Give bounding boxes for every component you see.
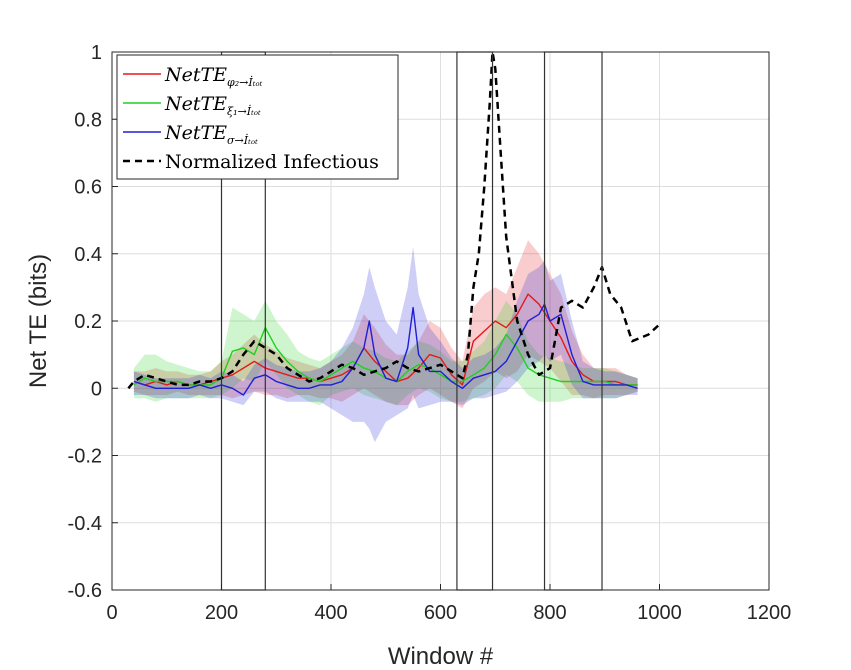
x-tick-label: 1000 bbox=[637, 602, 682, 624]
y-tick-label: 1 bbox=[91, 42, 102, 64]
y-tick-label: -0.2 bbox=[68, 446, 102, 468]
y-tick-label: 0.4 bbox=[74, 244, 102, 266]
y-tick-label: 0.2 bbox=[74, 311, 102, 333]
x-tick-label: 1200 bbox=[747, 602, 792, 624]
x-tick-label: 800 bbox=[533, 602, 566, 624]
series-line-2 bbox=[133, 303, 638, 396]
x-tick-label: 200 bbox=[205, 602, 238, 624]
legend-label-0: NetTEφ₂→İₜₒₜ bbox=[164, 64, 263, 89]
confidence-band-2 bbox=[133, 247, 638, 443]
tick-labels: 0 200 400 600 800 1000 1200 -0.6 -0.4 -0.2 0 0.2 0.4… bbox=[68, 42, 792, 624]
y-tick-label: 0 bbox=[91, 378, 102, 400]
x-tick-label: 400 bbox=[314, 602, 347, 624]
y-tick-label: -0.4 bbox=[68, 513, 102, 535]
y-tick-label: 0.8 bbox=[74, 109, 102, 131]
x-axis-label: Window # bbox=[388, 643, 494, 670]
x-tick-label: 600 bbox=[424, 602, 457, 624]
y-tick-label: -0.6 bbox=[68, 580, 102, 602]
y-tick-label: 0.6 bbox=[74, 177, 102, 199]
y-axis-label: Net TE (bits) bbox=[25, 254, 52, 388]
legend-label-1: NetTEξ₁→İₜₒₜ bbox=[164, 93, 261, 118]
legend-label-3: Normalized Infectious bbox=[165, 151, 379, 173]
legend-box bbox=[116, 54, 399, 180]
x-tick-label: 0 bbox=[106, 602, 117, 624]
legend-label-2: NetTEσ→İₜₒₜ bbox=[164, 122, 258, 147]
confidence-band-1 bbox=[133, 300, 638, 406]
legend: NetTEφ₂→İₜₒₜ NetTEξ₁→İₜₒₜ NetTEσ→İₜₒₜ Norma… bbox=[116, 54, 399, 180]
